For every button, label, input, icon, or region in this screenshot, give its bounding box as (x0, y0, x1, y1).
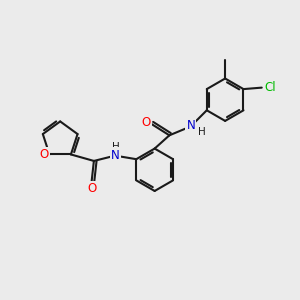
Text: H: H (198, 127, 206, 137)
Text: O: O (142, 116, 151, 129)
Text: H: H (112, 142, 119, 152)
Text: O: O (87, 182, 96, 195)
Text: N: N (111, 148, 120, 162)
Text: O: O (40, 148, 49, 161)
Text: N: N (187, 119, 195, 132)
Text: Cl: Cl (264, 81, 276, 94)
